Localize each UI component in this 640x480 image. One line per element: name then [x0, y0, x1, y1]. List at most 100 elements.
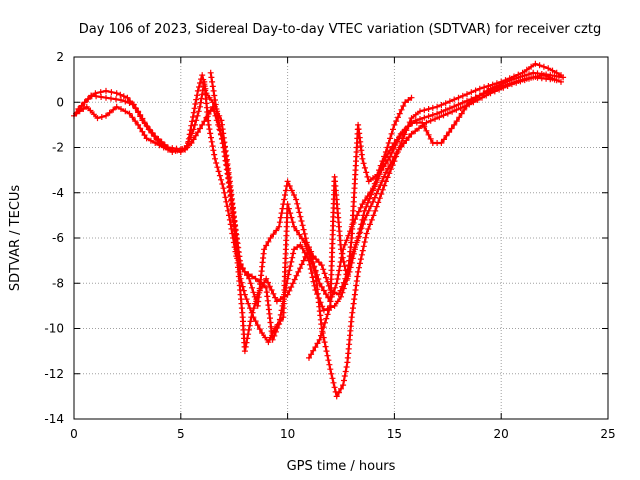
data-point [221, 189, 228, 196]
data-point [387, 135, 394, 142]
data-point [193, 96, 200, 103]
data-point [381, 153, 388, 160]
data-point [224, 203, 231, 210]
data-point [359, 216, 366, 223]
data-point [377, 162, 384, 169]
data-point [343, 237, 350, 244]
data-point [368, 191, 375, 198]
data-point [481, 84, 488, 91]
data-point [243, 296, 250, 303]
data-point [226, 212, 232, 219]
data-point [455, 94, 462, 101]
data-point [373, 179, 380, 186]
data-point [212, 97, 218, 103]
data-point [423, 127, 430, 134]
y-axis-label: SDTVAR / TECUs [8, 185, 23, 292]
data-point [250, 314, 257, 321]
data-point [320, 266, 327, 273]
data-point [214, 110, 221, 117]
data-point [179, 146, 186, 152]
data-point [226, 216, 233, 223]
data-point [108, 89, 115, 96]
data-point [357, 260, 363, 267]
data-point [210, 87, 217, 94]
data-point [306, 244, 312, 251]
data-point [279, 205, 286, 212]
data-point [440, 112, 447, 119]
data-point [243, 339, 250, 346]
data-point [223, 166, 230, 173]
data-point [446, 129, 453, 136]
data-point [296, 231, 303, 238]
data-point [293, 196, 300, 203]
data-point [265, 339, 272, 346]
data-point [356, 264, 362, 271]
data-point [330, 379, 337, 386]
data-point [496, 82, 503, 89]
data-point [528, 63, 535, 70]
data-point [147, 126, 153, 133]
data-point [526, 71, 532, 78]
data-point [405, 97, 412, 103]
data-point [334, 298, 341, 305]
x-tick-label: 10 [280, 427, 295, 441]
y-tick-label: -14 [44, 412, 64, 426]
data-point [228, 196, 235, 203]
data-point [375, 175, 382, 182]
series-line-track-3 [75, 62, 563, 398]
chart-title: Day 106 of 2023, Sidereal Day-to-day VTE… [79, 22, 601, 37]
data-point [113, 103, 120, 110]
data-point [222, 194, 229, 201]
data-point [385, 140, 392, 146]
y-tick-label: 2 [56, 50, 64, 64]
data-point [456, 114, 463, 121]
data-point [192, 132, 199, 139]
data-point [186, 131, 193, 138]
data-point [165, 146, 171, 153]
data-point [387, 153, 394, 160]
data-point [209, 143, 216, 150]
data-point [323, 274, 329, 281]
y-tick-label: 0 [56, 95, 64, 109]
data-point [132, 118, 139, 125]
data-point [429, 104, 436, 111]
data-point [129, 114, 136, 121]
data-point [190, 109, 197, 116]
data-point [300, 257, 307, 264]
data-point [441, 136, 447, 143]
data-point [375, 199, 382, 206]
data-point [252, 318, 259, 325]
data-point [271, 325, 278, 332]
data-point [90, 111, 97, 118]
data-point [429, 111, 436, 118]
data-point [288, 284, 295, 290]
data-point [135, 121, 142, 128]
data-point [323, 291, 329, 298]
data-point [434, 103, 441, 110]
data-point [281, 196, 288, 203]
data-point [120, 93, 127, 100]
data-point [223, 198, 230, 205]
data-point [143, 135, 150, 142]
data-point [197, 80, 203, 86]
data-point [246, 322, 253, 329]
data-point [312, 344, 319, 351]
data-point [523, 66, 530, 73]
data-point [394, 138, 401, 145]
data-point [270, 231, 277, 238]
data-point [341, 373, 348, 379]
data-point [192, 101, 199, 107]
data-point [366, 195, 373, 202]
data-point [201, 118, 208, 125]
data-point [285, 205, 292, 212]
data-point [213, 106, 220, 112]
data-point [276, 223, 283, 230]
data-point [521, 72, 528, 79]
data-point [390, 126, 396, 133]
data-point [381, 182, 388, 189]
data-point [189, 118, 196, 125]
data-point [360, 212, 367, 219]
data-point [263, 275, 270, 282]
data-point [203, 90, 210, 97]
data-point [205, 121, 212, 128]
